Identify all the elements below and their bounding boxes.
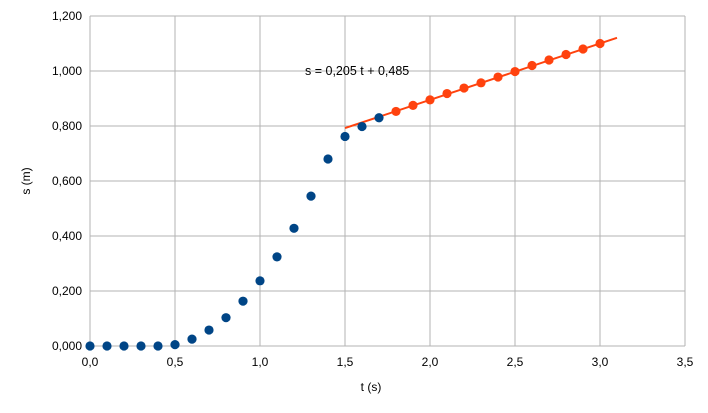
data-point [442,88,452,99]
data-point [425,95,435,105]
data-point [476,78,486,88]
data-point [306,191,316,201]
data-point [493,72,503,82]
data-point [102,341,112,351]
x-tick-label: 2,5 [507,355,524,369]
x-tick-label: 3,0 [592,355,609,369]
y-tick-label: 1,000 [52,64,82,78]
data-point [561,49,571,60]
y-tick-label: 0,000 [52,339,82,353]
y-axis-title: s (m) [19,167,33,194]
x-tick-labels: 0,0 0,5 1,0 1,5 2,0 2,5 3,0 3,5 [82,355,694,369]
data-point [391,106,401,117]
x-tick-label: 3,5 [677,355,694,369]
data-point [527,60,537,71]
x-tick-label: 2,0 [422,355,439,369]
y-tick-label: 0,600 [52,174,82,188]
data-point [153,341,163,351]
data-point [323,154,333,164]
data-point [595,38,605,49]
x-tick-label: 1,5 [337,355,354,369]
data-points [85,38,605,351]
data-point [272,252,282,262]
y-tick-label: 0,800 [52,119,82,133]
data-point [238,296,248,306]
data-point [119,341,129,351]
trendline-equation: s = 0,205 t + 0,485 [305,64,409,78]
x-axis-title: t (s) [361,380,382,394]
y-tick-label: 0,200 [52,284,82,298]
data-point [544,55,554,65]
x-tick-label: 0,5 [167,355,184,369]
data-point [136,341,146,351]
data-point [187,334,197,344]
data-point [374,113,384,123]
y-tick-label: 1,200 [52,9,82,23]
data-point [204,325,214,335]
data-point [578,44,588,54]
data-point [221,313,231,323]
data-point [459,83,469,93]
data-point [510,66,520,77]
data-point [357,121,367,132]
gridlines [89,15,686,347]
data-point [408,100,418,110]
data-point [340,131,350,142]
data-point [255,276,265,286]
x-tick-label: 1,0 [252,355,269,369]
x-tick-label: 0,0 [82,355,99,369]
data-point [289,223,299,233]
y-tick-label: 0,400 [52,229,82,243]
data-point [85,341,95,351]
y-tick-labels: 0,000 0,200 0,400 0,600 0,800 1,000 1,200 [52,9,82,353]
data-point [170,340,180,350]
